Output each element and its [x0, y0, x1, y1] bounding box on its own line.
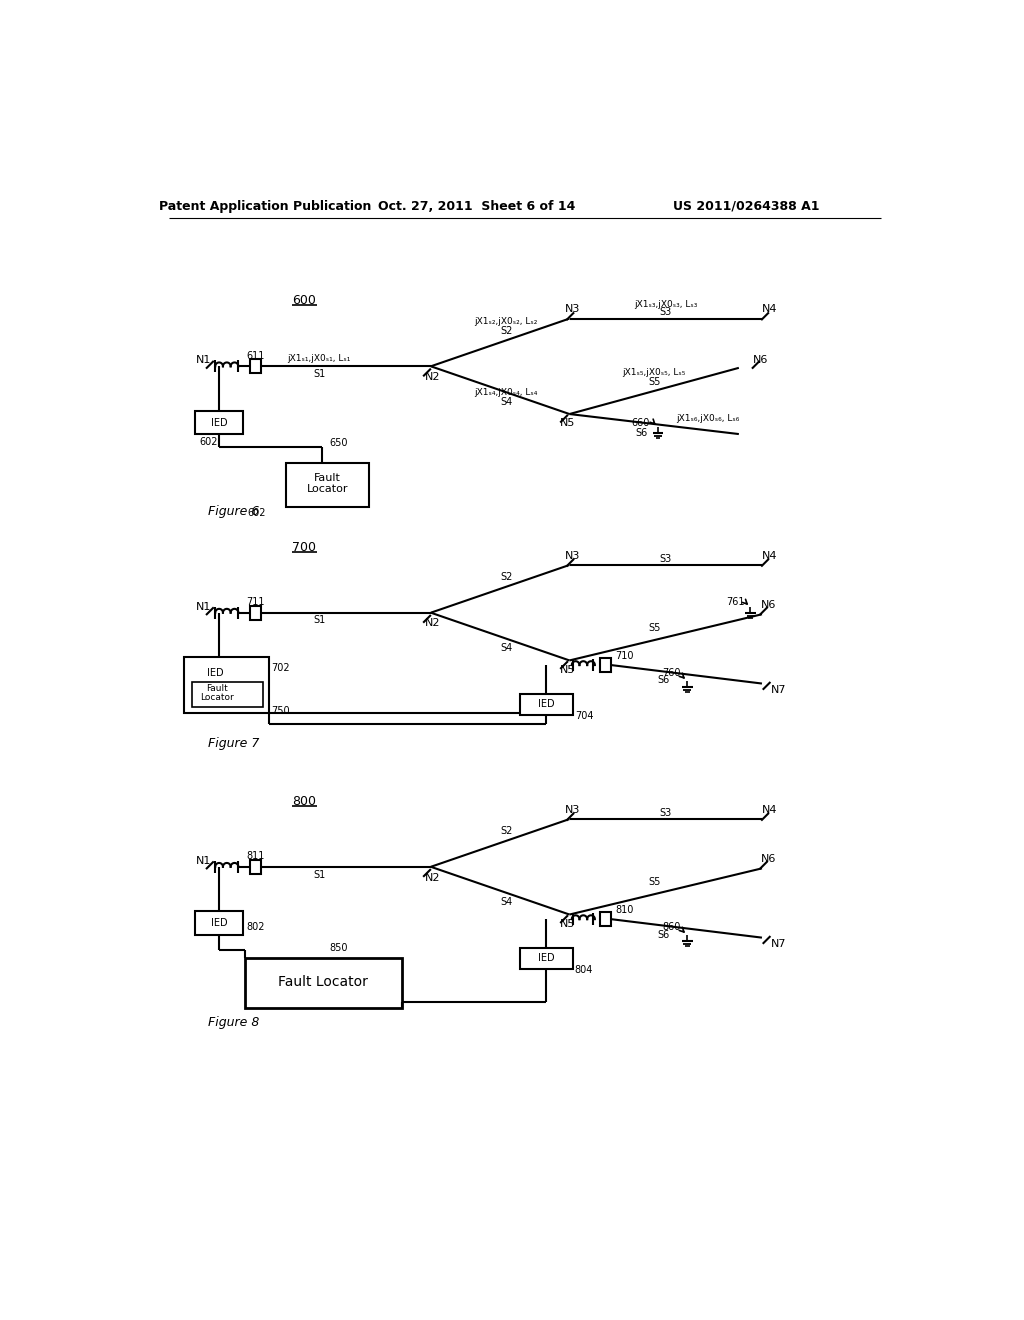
- Text: 804: 804: [574, 965, 593, 975]
- Text: Figure 7: Figure 7: [208, 737, 259, 750]
- Text: S4: S4: [500, 643, 512, 653]
- Text: S3: S3: [659, 554, 672, 564]
- Text: S5: S5: [648, 376, 660, 387]
- Text: N4: N4: [762, 805, 777, 814]
- Text: S3: S3: [659, 308, 672, 317]
- Text: jX1ₛ₂,jX0ₛ₂, Lₛ₂: jX1ₛ₂,jX0ₛ₂, Lₛ₂: [475, 317, 538, 326]
- Text: jX1ₛ₄,jX0ₛ₄, Lₛ₄: jX1ₛ₄,jX0ₛ₄, Lₛ₄: [475, 388, 538, 397]
- Text: N1: N1: [196, 355, 211, 366]
- Text: Patent Application Publication: Patent Application Publication: [159, 199, 372, 213]
- Text: Fault: Fault: [314, 473, 341, 483]
- Text: 600: 600: [292, 294, 316, 308]
- Text: N2: N2: [425, 372, 440, 381]
- Text: S6: S6: [636, 428, 648, 437]
- Text: S1: S1: [313, 615, 326, 626]
- Text: S2: S2: [500, 326, 512, 335]
- Text: Fault: Fault: [206, 684, 227, 693]
- Bar: [286, 462, 370, 507]
- Text: S5: S5: [648, 878, 660, 887]
- Text: N6: N6: [761, 854, 776, 865]
- Text: 611: 611: [246, 351, 264, 360]
- Bar: [184, 657, 269, 713]
- Text: N6: N6: [761, 601, 776, 610]
- Text: S6: S6: [657, 929, 670, 940]
- Text: IED: IED: [211, 417, 227, 428]
- Text: N6: N6: [753, 355, 768, 366]
- Bar: [520, 693, 572, 715]
- Bar: [196, 911, 243, 935]
- Text: N4: N4: [762, 305, 777, 314]
- Bar: [250, 859, 261, 874]
- Bar: [196, 411, 243, 434]
- Bar: [250, 359, 261, 374]
- Text: 850: 850: [330, 944, 348, 953]
- Bar: [600, 659, 611, 672]
- Text: Figure 6: Figure 6: [208, 504, 259, 517]
- Text: S2: S2: [500, 826, 512, 837]
- Text: IED: IED: [207, 668, 223, 677]
- Text: jX1ₛ₆,jX0ₛ₆, Lₛ₆: jX1ₛ₆,jX0ₛ₆, Lₛ₆: [677, 414, 739, 424]
- Text: N2: N2: [425, 873, 440, 883]
- Text: 760: 760: [663, 668, 681, 677]
- Text: jX1ₛ₃,jX0ₛ₃, Lₛ₃: jX1ₛ₃,jX0ₛ₃, Lₛ₃: [634, 300, 697, 309]
- Text: Locator: Locator: [307, 484, 348, 495]
- Text: IED: IED: [211, 917, 227, 928]
- Bar: [520, 948, 572, 969]
- Text: N5: N5: [560, 665, 575, 675]
- Text: S2: S2: [500, 573, 512, 582]
- Text: US 2011/0264388 A1: US 2011/0264388 A1: [674, 199, 820, 213]
- Text: 602: 602: [200, 437, 218, 446]
- Text: 802: 802: [246, 921, 264, 932]
- Bar: [193, 682, 263, 706]
- Text: Locator: Locator: [200, 693, 233, 702]
- Text: N3: N3: [565, 805, 581, 814]
- Text: 700: 700: [292, 541, 316, 554]
- Text: 710: 710: [615, 651, 634, 661]
- Text: S1: S1: [313, 370, 326, 379]
- Text: S4: S4: [500, 898, 512, 907]
- Text: N3: N3: [565, 550, 581, 561]
- Text: S4: S4: [500, 397, 512, 407]
- Bar: [600, 912, 611, 927]
- Bar: [250, 606, 261, 619]
- Text: 660: 660: [631, 418, 649, 428]
- Text: N2: N2: [425, 619, 440, 628]
- Text: 650: 650: [330, 438, 348, 449]
- Text: S5: S5: [648, 623, 660, 634]
- Text: Figure 8: Figure 8: [208, 1016, 259, 1028]
- Text: jX1ₛ₁,jX0ₛ₁, Lₛ₁: jX1ₛ₁,jX0ₛ₁, Lₛ₁: [288, 354, 351, 363]
- Text: S1: S1: [313, 870, 326, 879]
- Text: N1: N1: [196, 855, 211, 866]
- Text: Fault Locator: Fault Locator: [279, 975, 368, 989]
- Text: 810: 810: [615, 906, 634, 915]
- Text: 811: 811: [246, 851, 264, 861]
- Text: 711: 711: [246, 597, 264, 607]
- Text: 702: 702: [271, 663, 290, 673]
- Text: N5: N5: [560, 919, 575, 929]
- Text: N4: N4: [762, 550, 777, 561]
- Text: S3: S3: [659, 808, 672, 818]
- Text: N1: N1: [196, 602, 211, 611]
- Text: Oct. 27, 2011  Sheet 6 of 14: Oct. 27, 2011 Sheet 6 of 14: [379, 199, 575, 213]
- Text: 704: 704: [574, 711, 593, 721]
- Text: 800: 800: [292, 795, 316, 808]
- Text: N3: N3: [565, 305, 581, 314]
- Text: N5: N5: [560, 418, 575, 428]
- Text: IED: IED: [538, 953, 555, 964]
- Text: N7: N7: [771, 939, 786, 949]
- Text: IED: IED: [538, 700, 555, 709]
- Text: 860: 860: [663, 921, 681, 932]
- Text: S6: S6: [657, 676, 670, 685]
- Text: 761: 761: [726, 597, 745, 607]
- Text: 602: 602: [248, 508, 266, 517]
- Text: N7: N7: [771, 685, 786, 694]
- Text: jX1ₛ₅,jX0ₛ₅, Lₛ₅: jX1ₛ₅,jX0ₛ₅, Lₛ₅: [623, 368, 686, 378]
- Bar: [245, 958, 402, 1007]
- Text: 750: 750: [271, 706, 290, 717]
